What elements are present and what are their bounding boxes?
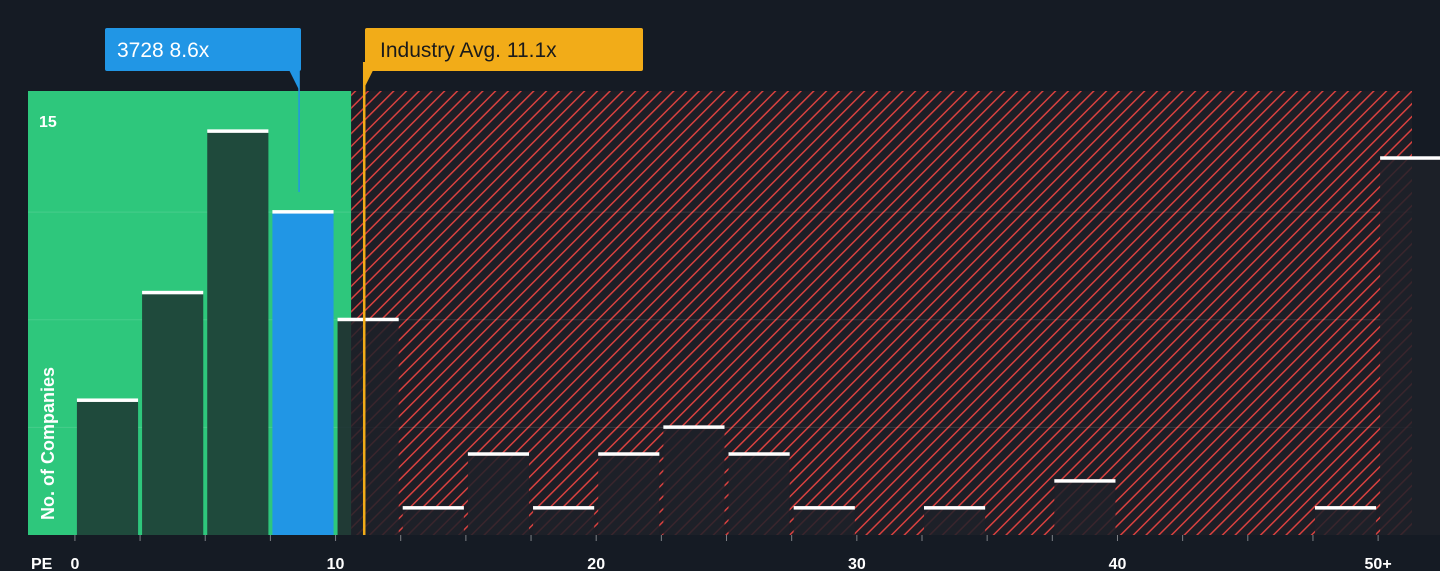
bar-cap — [142, 290, 204, 295]
bar-cap — [923, 506, 986, 510]
bar-cap — [337, 317, 399, 322]
bar-cap — [793, 506, 855, 510]
bar-cap — [272, 210, 334, 214]
industry-callout-tail — [363, 70, 374, 90]
histogram-bar — [207, 131, 269, 535]
company-callout-tail — [289, 70, 300, 90]
bar-cap — [207, 129, 269, 133]
industry-callout-box — [365, 28, 643, 71]
histogram-bar — [1314, 508, 1377, 535]
y-axis-label: No. of Companies — [38, 367, 58, 520]
company-callout-box — [105, 28, 301, 71]
x-tick-label: 0 — [70, 556, 79, 571]
x-tick-label: 50+ — [1365, 556, 1392, 571]
bar-cap — [1380, 156, 1440, 160]
histogram-bar — [1054, 481, 1116, 535]
histogram-bar — [728, 454, 790, 535]
industry-callout: Industry Avg. 11.1x — [363, 28, 643, 90]
bars — [76, 129, 1440, 536]
bar-cap — [728, 452, 790, 456]
company-callout: 3728 8.6x — [105, 28, 301, 90]
histogram-bar — [923, 508, 986, 535]
histogram-bar — [402, 508, 464, 535]
histogram-bar — [793, 508, 855, 535]
bar-cap — [1314, 506, 1377, 510]
x-tick-label: 40 — [1109, 556, 1127, 571]
x-tick-label: 30 — [848, 556, 866, 571]
histogram-bar — [142, 292, 204, 535]
x-tick-label: 20 — [587, 556, 605, 571]
bar-cap — [598, 452, 660, 456]
histogram-bar — [598, 454, 660, 535]
company-callout-label: 3728 8.6x — [117, 39, 210, 62]
y-tick-label: 15 — [39, 114, 57, 131]
x-tick-label: 10 — [327, 556, 345, 571]
histogram-bar — [337, 319, 399, 535]
industry-callout-label: Industry Avg. 11.1x — [380, 39, 557, 62]
histogram-bar — [272, 212, 334, 535]
bar-cap — [402, 506, 464, 510]
histogram-bar — [76, 400, 139, 535]
histogram-bar — [467, 454, 530, 535]
bar-cap — [467, 452, 530, 456]
histogram-bar — [533, 508, 595, 535]
histogram-bar — [663, 427, 725, 535]
histogram-bar — [1380, 158, 1440, 536]
x-axis: 0 10 20 30 40 50+ — [70, 535, 1392, 571]
bar-cap — [533, 506, 595, 510]
bar-cap — [663, 425, 725, 429]
bar-cap — [76, 398, 139, 402]
bar-cap — [1054, 479, 1116, 483]
x-axis-label: PE — [31, 556, 53, 571]
